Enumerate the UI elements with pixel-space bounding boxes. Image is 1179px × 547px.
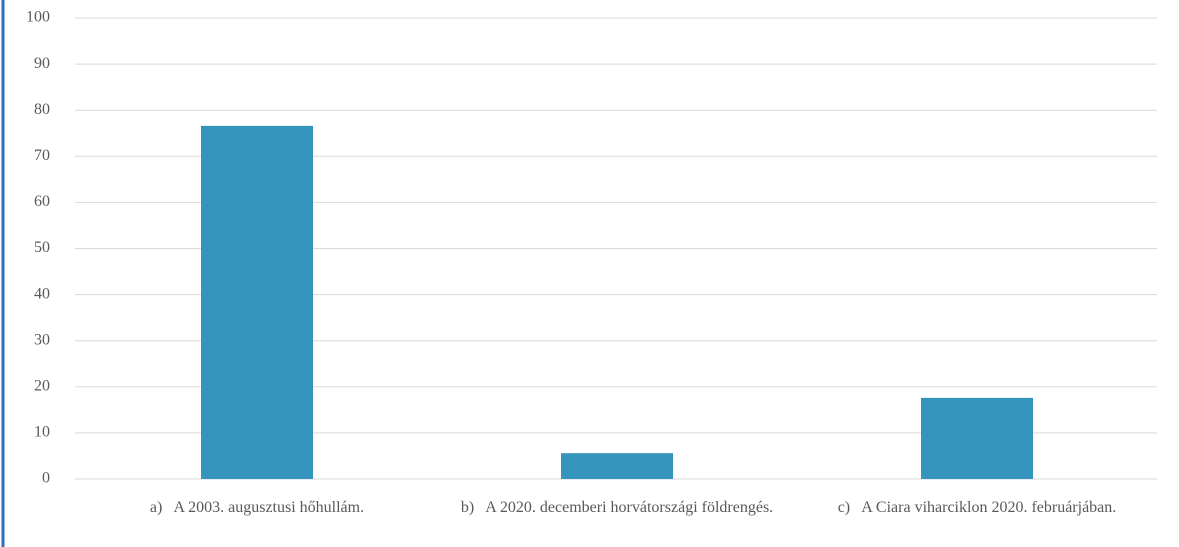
y-tick-label: 70 [34, 147, 50, 164]
y-tick-label: 90 [34, 55, 50, 72]
bar [201, 125, 313, 480]
y-tick-label: 50 [34, 239, 50, 256]
y-tick-label: 0 [42, 470, 50, 487]
y-tick-label: 60 [34, 193, 50, 210]
y-tick-label: 100 [26, 9, 50, 26]
x-tick-label: a) A 2003. augusztusi hőhullám. [149, 499, 365, 516]
bar [561, 453, 673, 479]
y-tick-label: 30 [34, 331, 50, 348]
bar [921, 397, 1033, 479]
x-tick-label: b) A 2020. decemberi horvátországi földr… [460, 499, 774, 516]
x-tick-label: c) A Ciara viharciklon 2020. februárjába… [837, 499, 1117, 516]
y-tick-label: 20 [34, 377, 50, 394]
y-tick-label: 10 [34, 424, 50, 441]
y-tick-label: 80 [34, 101, 50, 118]
y-tick-label: 40 [34, 285, 50, 302]
